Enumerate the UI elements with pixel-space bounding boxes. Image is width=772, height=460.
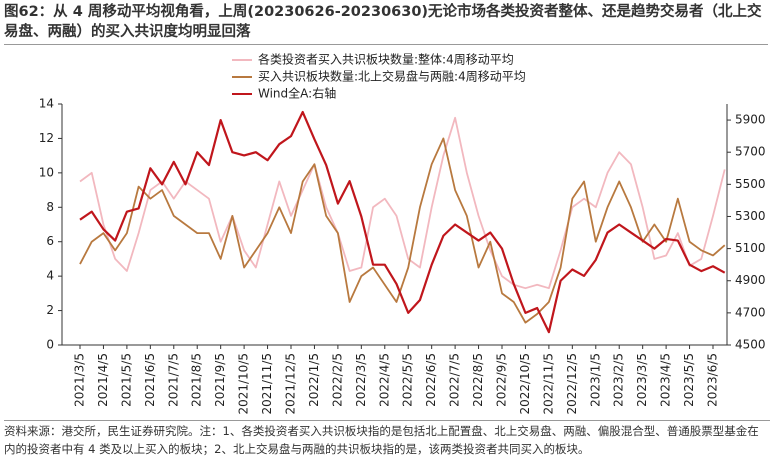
x-tick-label: 2023/1/5 — [588, 353, 602, 407]
x-tick-label: 2021/12/5 — [284, 353, 298, 415]
legend-label: 买入共识板块数量:北上交易盘与两融:4周移动平均 — [258, 69, 526, 84]
x-tick-label: 2021/6/5 — [143, 353, 157, 407]
x-tick-label: 2021/8/5 — [190, 353, 204, 407]
x-tick-label: 2022/2/5 — [330, 353, 344, 407]
y-tick-label: 12 — [39, 131, 54, 145]
series-line — [79, 137, 726, 324]
x-tick-label: 2022/12/5 — [565, 353, 579, 415]
x-tick-label: 2022/1/5 — [307, 353, 321, 407]
y2-tick-label: 5100 — [735, 241, 766, 255]
legend-label: 各类投资者买入共识板块数量:整体:4周移动平均 — [258, 52, 514, 67]
y2-tick-label: 5300 — [735, 209, 766, 223]
x-tick-label: 2022/6/5 — [424, 353, 438, 407]
x-tick-label: 2023/3/5 — [635, 353, 649, 407]
y-tick-label: 8 — [46, 200, 54, 214]
x-tick-label: 2023/2/5 — [612, 353, 626, 407]
x-tick-label: 2022/10/5 — [518, 353, 532, 415]
y2-tick-label: 4900 — [735, 273, 766, 287]
y2-tick-label: 4700 — [735, 305, 766, 319]
x-tick-label: 2021/9/5 — [213, 353, 227, 407]
y-tick-label: 0 — [46, 338, 54, 352]
x-tick-label: 2021/5/5 — [119, 353, 133, 407]
y-tick-label: 10 — [39, 165, 54, 179]
chart: 0 2 4 6 8 10 12 14 4500 4700 4900 5100 5300 5500 5700 5… — [39, 52, 766, 415]
y-tick-label: 14 — [39, 97, 54, 111]
y-tick-label: 2 — [46, 303, 54, 317]
legend-label: Wind全A:右轴 — [258, 86, 336, 101]
x-tick-label: 2022/9/5 — [495, 353, 509, 407]
y-tick-label: 4 — [46, 269, 54, 283]
x-tick-label: 2021/10/5 — [237, 353, 251, 415]
y2-tick-label: 5500 — [735, 177, 766, 191]
x-tick-label: 2022/5/5 — [401, 353, 415, 407]
x-tick-label: 2022/11/5 — [541, 353, 555, 415]
x-tick-label: 2022/4/5 — [377, 353, 391, 407]
x-tick-label: 2021/7/5 — [166, 353, 180, 407]
series-line — [79, 116, 726, 290]
chart-title: 图62：从 4 周移动平均视角看，上周(20230626-20230630)无论… — [4, 2, 768, 45]
x-tick-label: 2022/7/5 — [448, 353, 462, 407]
x-tick-label: 2021/3/5 — [73, 353, 87, 407]
y2-tick-label: 5700 — [735, 145, 766, 159]
y2-tick-label: 5900 — [735, 113, 766, 127]
x-tick-label: 2023/5/5 — [682, 353, 696, 407]
series-line — [79, 110, 726, 334]
x-tick-label: 2023/6/5 — [706, 353, 720, 407]
y2-tick-label: 4500 — [735, 338, 766, 352]
x-tick-label: 2021/11/5 — [260, 353, 274, 415]
x-tick-label: 2022/8/5 — [471, 353, 485, 407]
x-tick-label: 2022/3/5 — [354, 353, 368, 407]
x-tick-label: 2021/4/5 — [96, 353, 110, 407]
y-tick-label: 6 — [46, 234, 54, 248]
source-note: 资料来源：港交所，民生证券研究院。注：1、各类投资者买入共识板块指的是包括北上配… — [4, 420, 770, 458]
x-tick-label: 2023/4/5 — [659, 353, 673, 407]
